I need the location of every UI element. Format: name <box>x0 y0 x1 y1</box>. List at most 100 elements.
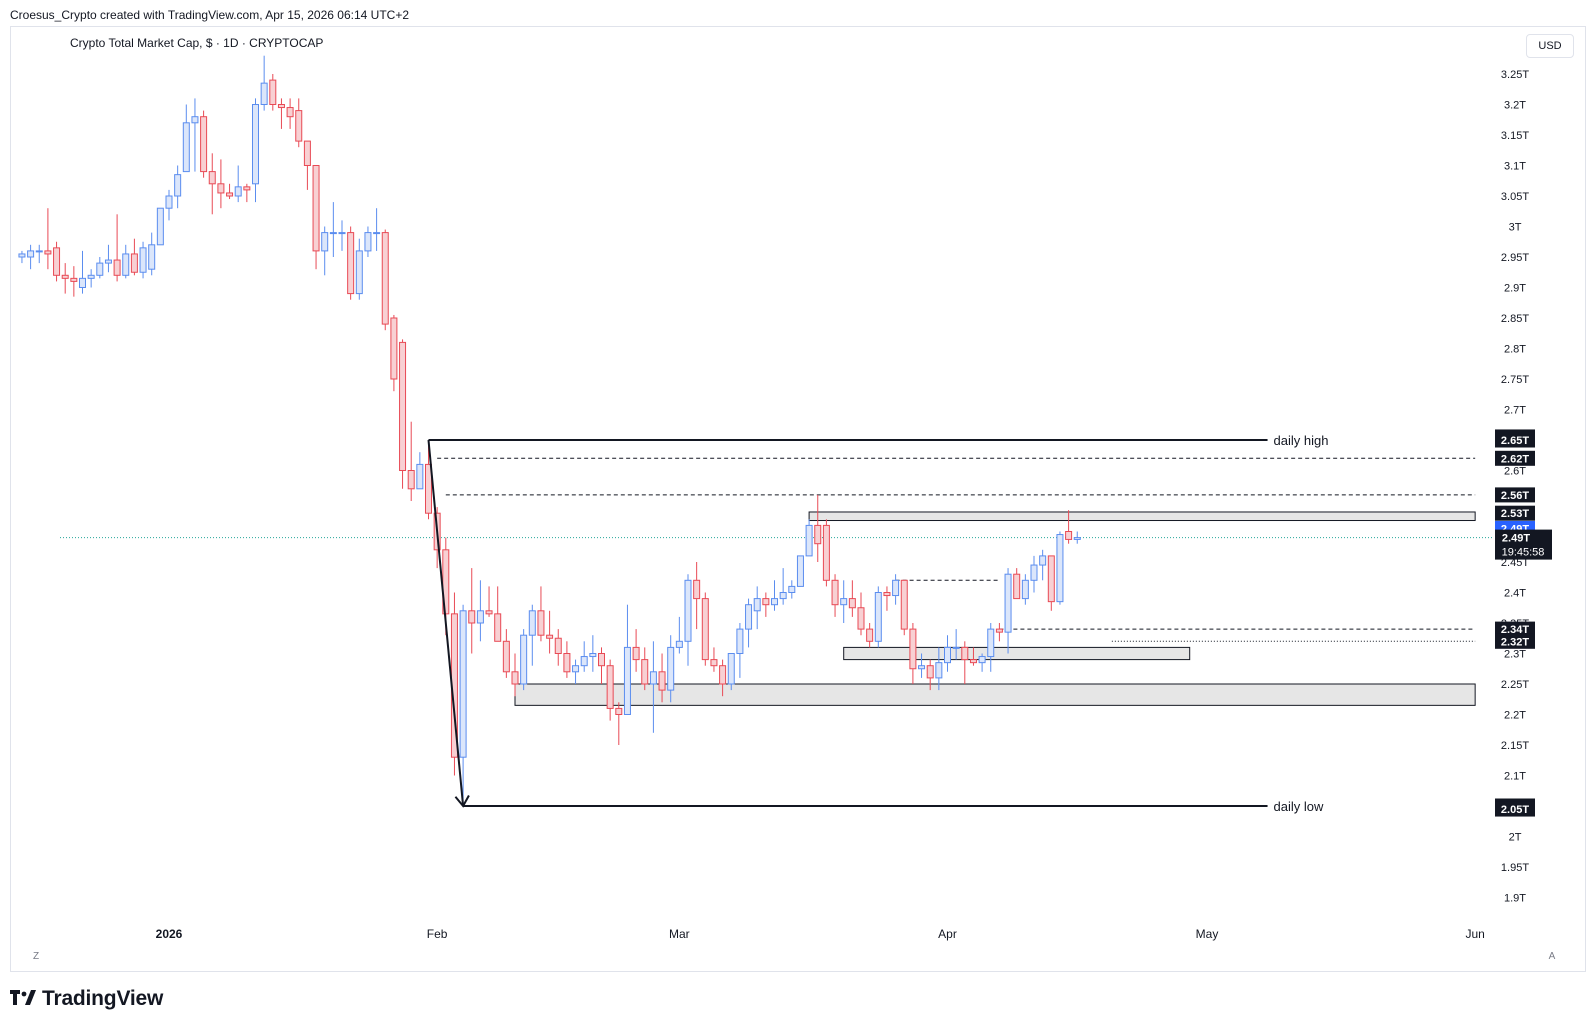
price-label-text: 2.53T <box>1501 508 1529 520</box>
candle-body <box>252 104 259 185</box>
candle <box>1013 568 1021 600</box>
candle <box>1039 549 1047 581</box>
candle <box>1021 574 1029 605</box>
candle-body <box>425 463 432 514</box>
candle-body <box>502 640 510 673</box>
candle-body <box>1039 555 1047 566</box>
y-tick-label: 2.3T <box>1504 649 1526 661</box>
candle <box>883 586 891 611</box>
candle-body <box>969 659 977 664</box>
candle <box>70 266 78 297</box>
candle <box>416 452 424 490</box>
candle-body <box>684 579 692 642</box>
candle-body <box>277 104 285 109</box>
y-tick-label: 2.9T <box>1504 283 1526 295</box>
candle-body <box>1013 573 1021 600</box>
candle <box>589 635 597 672</box>
x-tick-label: May <box>1196 927 1219 941</box>
candle <box>684 574 692 666</box>
candle-body <box>572 665 580 673</box>
x-axis: 2026 Feb Mar Apr May Jun <box>156 927 1485 941</box>
candle <box>165 189 173 221</box>
auto-scale-button[interactable]: A <box>1548 950 1556 962</box>
candle <box>468 568 476 654</box>
arrow-layer <box>427 439 470 808</box>
candle <box>390 314 398 392</box>
candle-body <box>822 524 830 581</box>
candle <box>303 140 311 190</box>
y-tick-label: 2.95T <box>1501 252 1529 264</box>
candle <box>286 98 294 129</box>
candle-body <box>788 585 796 594</box>
candle-body <box>61 274 69 279</box>
candle <box>44 208 52 270</box>
candle-body <box>44 250 52 255</box>
candle-body <box>866 628 874 642</box>
candle-body <box>719 665 727 685</box>
y-tick-label: 1.9T <box>1504 893 1526 905</box>
candle <box>727 653 735 691</box>
y-tick-label: 2.2T <box>1504 710 1526 722</box>
candle <box>485 586 493 617</box>
reset-zoom-button[interactable]: Z <box>32 950 40 962</box>
chart-frame <box>10 26 1586 972</box>
candle <box>606 659 614 721</box>
mid-zone <box>843 646 1191 661</box>
price-label: 2.53T <box>1495 505 1535 521</box>
candle <box>814 494 822 562</box>
candle <box>935 647 943 691</box>
candles-layer <box>18 55 1081 806</box>
candle <box>995 623 1003 642</box>
symbol-title[interactable]: Crypto Total Market Cap, $ · 1D · CRYPTO… <box>70 36 324 50</box>
levels-layer: daily high daily low <box>60 433 1492 814</box>
last-price-box <box>1495 529 1552 560</box>
price-label-box <box>1495 505 1535 521</box>
candle-body <box>658 671 666 691</box>
candle-body <box>208 171 216 185</box>
candle <box>805 519 813 557</box>
candle <box>978 653 986 672</box>
y-tick-label: 2T <box>1509 832 1522 844</box>
candle <box>494 586 502 642</box>
candle-body <box>70 277 78 282</box>
price-label-text: 2.56T <box>1501 490 1529 502</box>
candle-body <box>329 232 337 235</box>
candle-body <box>295 110 303 142</box>
price-label-box <box>1495 487 1535 503</box>
candle-body <box>892 579 900 597</box>
candle-body <box>632 646 640 661</box>
candle <box>208 153 216 215</box>
candle-body <box>848 598 856 609</box>
candle-body <box>476 610 484 624</box>
candle-body <box>226 192 234 197</box>
candle <box>779 568 787 605</box>
candle <box>909 623 917 684</box>
candle-body <box>952 646 960 649</box>
price-label-box <box>1495 633 1535 649</box>
candle <box>874 586 882 648</box>
candle-body <box>399 341 407 471</box>
candle-body <box>390 317 398 380</box>
x-tick-label: Apr <box>938 927 957 941</box>
candle-body <box>364 232 372 252</box>
candle <box>788 580 796 599</box>
candle-body <box>762 598 770 606</box>
candle <box>632 629 640 672</box>
y-tick-label: 2.15T <box>1501 740 1529 752</box>
candle <box>961 641 969 684</box>
candle-body <box>113 259 121 276</box>
candle <box>399 339 407 489</box>
daily-high-label: daily high <box>1274 433 1329 448</box>
candle-body <box>944 646 951 664</box>
candle <box>554 629 562 666</box>
candle <box>1004 568 1012 654</box>
candle <box>580 641 588 672</box>
candle <box>1065 510 1073 544</box>
candle <box>987 623 995 672</box>
candle <box>96 257 104 279</box>
price-label: 2.62T <box>1495 450 1535 466</box>
tradingview-brand[interactable]: TradingView <box>10 987 163 1011</box>
candle-body <box>831 579 839 606</box>
currency-selector[interactable]: USD <box>1526 34 1574 58</box>
